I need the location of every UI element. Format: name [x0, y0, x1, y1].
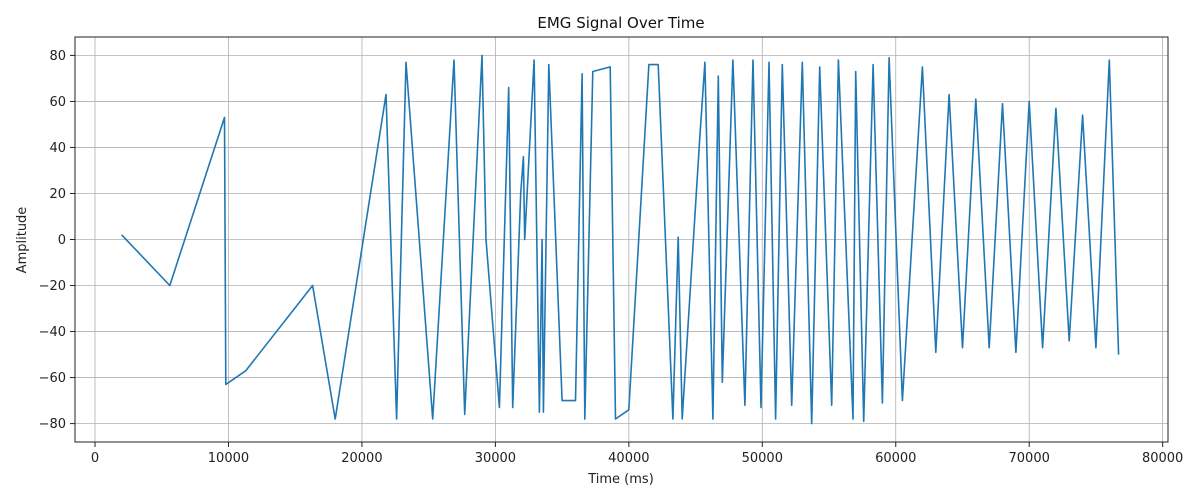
x-axis-label: Time (ms) [587, 472, 654, 487]
y-tick-label: 40 [49, 141, 66, 156]
chart-title: EMG Signal Over Time [537, 14, 704, 32]
x-tick-label: 70000 [1009, 451, 1050, 466]
y-tick-label: −40 [39, 325, 66, 340]
x-tick-label: 20000 [341, 451, 382, 466]
x-tick-label: 0 [91, 451, 99, 466]
y-tick-label: −20 [39, 279, 66, 294]
plot-area [121, 54, 1120, 425]
x-tick-label: 10000 [208, 451, 249, 466]
y-tick-label: 20 [49, 187, 66, 202]
x-tick-label: 50000 [742, 451, 783, 466]
y-tick-label: 0 [58, 233, 66, 248]
y-tick-label: 80 [49, 49, 66, 64]
x-tick-label: 60000 [875, 451, 916, 466]
x-tick-label: 40000 [608, 451, 649, 466]
emg-signal-line [121, 54, 1120, 425]
y-tick-label: −60 [39, 371, 66, 386]
y-axis-ticks: −80 −60 −40 −20 0 20 40 60 80 [39, 49, 75, 432]
x-tick-label: 30000 [475, 451, 516, 466]
x-tick-label: 80000 [1142, 451, 1183, 466]
x-axis-ticks: 0 10000 20000 30000 40000 50000 60000 70000 8000… [91, 442, 1183, 466]
grid [75, 37, 1168, 442]
y-tick-label: 60 [49, 95, 66, 110]
y-tick-label: −80 [39, 417, 66, 432]
y-axis-label: Amplitude [15, 207, 30, 274]
